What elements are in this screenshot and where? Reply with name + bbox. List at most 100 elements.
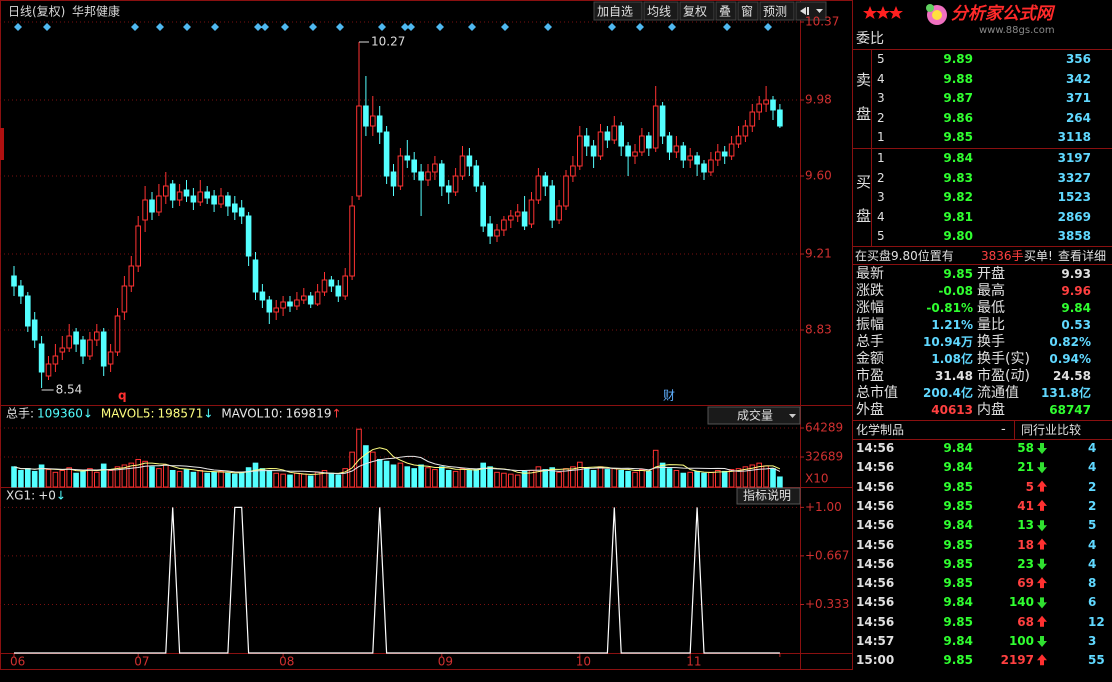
indicator-button[interactable]: 成交量 (737, 408, 773, 423)
nav-button[interactable] (795, 1, 827, 21)
volume-bar (659, 462, 666, 488)
volume-bar (328, 472, 335, 488)
quote-value: 9.93 (1061, 267, 1091, 281)
quote-value: 9.96 (1061, 284, 1091, 298)
quote-label: 总手 (856, 334, 884, 350)
volume-bar (673, 469, 680, 488)
candle-body (459, 155, 466, 177)
bid-label: 买 (856, 173, 872, 191)
volume-bar (66, 467, 73, 488)
quote-value: 0.82% (1049, 335, 1091, 349)
toolbar-button[interactable]: 窗 (741, 5, 753, 19)
quote-value: 0.53 (1061, 318, 1091, 332)
y-tick-label: 9.21 (805, 247, 832, 261)
legend-arrow: ↓ (203, 407, 213, 421)
volume-bar (80, 470, 86, 488)
legend-name: MAVOL5: (101, 407, 155, 421)
candle-body (218, 195, 224, 205)
candle-body (25, 295, 31, 327)
book-size: 2869 (1057, 209, 1091, 224)
tab[interactable]: 化学制品 (856, 423, 905, 437)
indicator-help[interactable]: 指标说明 (743, 488, 791, 503)
trade-count: 2 (1088, 479, 1097, 494)
x-tick-label: 11 (686, 655, 701, 669)
volume-bar (742, 466, 749, 488)
candle-body (252, 259, 259, 293)
candle-body (314, 291, 321, 305)
quote-label: 最低 (977, 300, 1005, 316)
x-tick-label: 08 (279, 655, 294, 669)
toolbar-button[interactable]: 叠 (719, 5, 731, 19)
book-price: 9.80 (943, 229, 973, 243)
candle-body (508, 215, 514, 221)
candle-body (321, 279, 328, 293)
quote-label: 振幅 (856, 317, 884, 333)
candle-body (777, 109, 783, 127)
candle-body (87, 339, 93, 357)
chart-area: 日线(复权) 华邦健康 q 财 成交量 指标说明 X10 加自选 均线 复权叠窗预测… (0, 0, 853, 670)
candle-body (625, 145, 631, 157)
candle-body (128, 265, 135, 287)
trade-time: 14:56 (856, 498, 895, 513)
volume-bar (301, 473, 307, 488)
candle-body (632, 151, 638, 157)
volume-bar (632, 471, 638, 488)
book-price: 9.87 (943, 91, 973, 105)
book-price: 9.83 (943, 170, 973, 185)
volume-bar (549, 467, 556, 488)
tab-toggle[interactable]: - (1001, 422, 1006, 437)
volume-bar (411, 468, 417, 488)
toolbar-button[interactable]: 均线 (647, 5, 671, 19)
trade-direction (1037, 636, 1047, 647)
indicator-value: +0 (38, 489, 56, 503)
quote-label: 最高 (977, 283, 1005, 299)
volume-bar (156, 468, 162, 488)
volume-bar (542, 469, 549, 488)
high-label: 10.27 (371, 35, 405, 49)
toolbar-button[interactable]: 预测 (763, 5, 787, 19)
candle-body (708, 159, 714, 173)
candle-body (301, 295, 307, 301)
candle-body (259, 291, 266, 301)
volume-bar (708, 471, 714, 488)
candle-body (183, 189, 190, 197)
volume-bar (238, 471, 245, 488)
volume-bar (590, 469, 597, 488)
bid-label: 盘 (856, 207, 872, 225)
toolbar-button[interactable]: 加自选 (597, 5, 633, 19)
volume-bar (425, 467, 431, 488)
logo: 分析家公式网 (951, 4, 1053, 24)
candle-body (80, 339, 86, 357)
candle-body (480, 185, 486, 227)
candle-body (363, 105, 369, 127)
volume-bar (680, 472, 687, 488)
volume-bar (142, 460, 148, 488)
candle-body (494, 229, 500, 237)
toolbar-button-bg (737, 1, 759, 21)
candle-body (666, 135, 673, 153)
volume-bar (225, 472, 231, 488)
signal-line (14, 506, 780, 654)
volume-bar (149, 466, 155, 488)
candle-body (715, 151, 721, 161)
volume-bar (135, 458, 141, 488)
toolbar-button[interactable]: 复权 (683, 5, 707, 19)
trade-time: 14:56 (856, 479, 895, 494)
candle-body (197, 191, 204, 203)
legend-arrow: ↑ (331, 407, 341, 421)
volume-bar (335, 474, 342, 488)
tab[interactable]: 同行业比较 (1021, 423, 1082, 437)
volume-bar (232, 473, 238, 488)
candle-body (639, 135, 645, 153)
candle-body (728, 143, 735, 157)
volume-bar (728, 469, 735, 488)
trade-price: 9.84 (943, 441, 973, 455)
trade-direction (1037, 499, 1047, 511)
trade-price: 9.85 (943, 556, 973, 571)
candle-body (611, 125, 618, 141)
trade-count: 3 (1088, 634, 1097, 648)
quote-value: 68747 (1049, 403, 1091, 417)
candle-body (356, 105, 362, 197)
volume-bar (294, 472, 300, 488)
notice-link[interactable]: 查看详细 (1058, 249, 1107, 263)
